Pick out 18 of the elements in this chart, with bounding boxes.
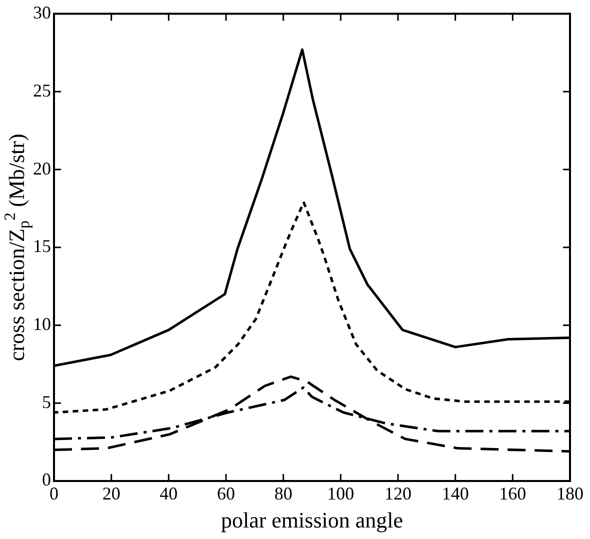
x-tick-label: 80 [274,484,292,504]
y-tick-label: 10 [33,314,51,334]
y-axis-title: cross section/Zp2 (Mb/str) [2,134,33,362]
x-tick-label: 20 [102,484,120,504]
x-tick-label: 100 [327,484,354,504]
y-tick-label: 25 [33,80,51,100]
y-tick-label: 15 [33,236,51,256]
y-tick-label: 20 [33,158,51,178]
x-tick-label: 180 [556,484,584,504]
x-tick-label: 40 [160,484,178,504]
y-tick-label: 30 [33,2,51,23]
y-tick-label: 0 [42,470,51,490]
y-tick-label: 5 [42,392,51,412]
x-tick-label: 60 [217,484,235,504]
x-axis-title: polar emission angle [220,508,404,533]
x-tick-label: 160 [499,484,526,504]
x-tick-label: 120 [384,484,412,504]
x-tick-label: 140 [442,484,469,504]
